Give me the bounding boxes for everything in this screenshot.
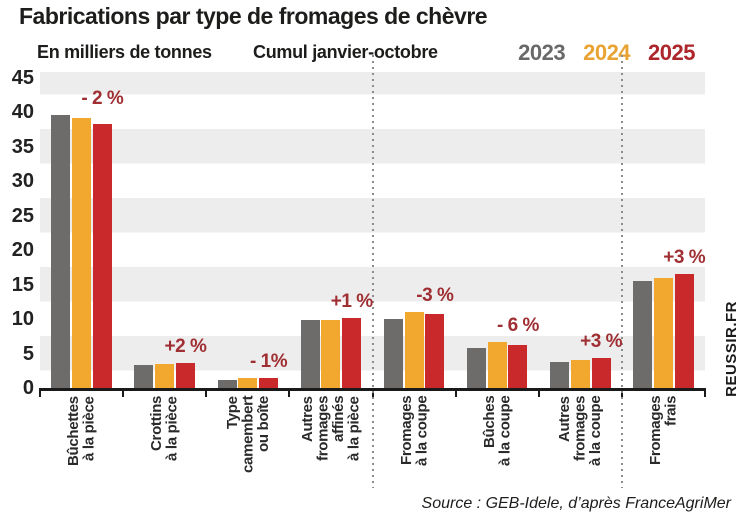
bar-2025 [175,363,195,388]
legend-year-2023: 2023 [518,40,566,65]
change-label: +1 % [330,291,373,313]
change-label: -3 % [416,285,454,307]
bar-2025 [259,378,279,388]
y-tick-label: 40 [11,101,34,123]
x-axis-tick [205,388,208,397]
category-label-text: Bûches à la coupe [480,396,514,467]
bar-2024 [570,359,590,388]
bar-2024 [404,312,424,388]
category-separator-line [620,55,623,488]
y-tick-label: 0 [22,377,34,399]
category-label-text: Crottins à la pièce [148,396,181,461]
category-label: Crottins à la pièce [123,396,206,496]
bar-2025 [342,318,362,388]
y-tick-label: 30 [11,170,34,192]
period-label: Cumul janvier-octobre [253,42,438,62]
category-label: Fromages frais [622,396,705,496]
category-label-text: Type camembert ou boîte [223,396,272,474]
y-tick-label: 10 [11,308,34,330]
x-axis-tick [537,388,540,397]
bar-2024 [72,118,92,388]
bar-2023 [550,362,570,388]
legend-year-2025: 2025 [648,40,695,65]
x-axis-tick [39,388,41,397]
x-axis-tick [288,388,291,397]
category-label-text: Bûchettes à la pièce [65,396,98,466]
category-label: Fromages à la coupe [373,396,456,496]
change-label: - 2 % [81,87,124,109]
x-axis-tick [122,388,125,397]
category-label-text: Autres fromages affinés à la pièce [298,396,363,462]
change-label: - 6 % [497,315,539,337]
bar-2024 [487,342,507,388]
change-label: - 1% [250,351,288,373]
source-credit: Source : GEB-Idele, d’après FranceAgriMe… [421,495,731,512]
bar-2023 [300,320,320,388]
change-label: +3 % [663,247,706,269]
bar-2024 [653,277,673,388]
y-tick-label: 5 [22,342,34,365]
y-tick-label: 20 [11,239,34,261]
brand-watermark: REUSSIR.FR [723,301,740,397]
bar-2023 [466,347,486,388]
bar-2025 [508,345,528,388]
bar-2023 [383,319,403,388]
legend-year-2024: 2024 [583,40,631,65]
bar-2025 [674,274,694,388]
x-axis-tick [704,388,706,397]
category-separator-line [371,55,374,488]
change-label: +3 % [580,331,622,353]
bar-2024 [155,363,175,388]
y-tick-label: 15 [11,273,34,296]
category-label: Autres fromages affinés à la pièce [289,396,372,496]
y-tick-label: 25 [11,204,34,227]
category-label-text: Fromages à la coupe [397,396,431,467]
category-label: Autres fromages à la coupe [539,396,622,496]
bar-2025 [591,358,611,388]
bar-2025 [92,123,112,388]
y-tick-label: 45 [11,66,34,89]
bar-2024 [238,378,258,388]
bar-2023 [217,380,237,388]
category-label-text: Fromages frais [646,396,680,466]
bar-2025 [425,314,445,388]
bar-2023 [134,365,154,388]
bar-2023 [633,281,653,388]
x-axis-tick [454,388,457,397]
unit-label: En milliers de tonnes [37,42,212,62]
category-label: Bûches à la coupe [456,396,539,496]
page-title: Fabrications par type de fromages de chè… [19,3,488,29]
bar-2024 [321,319,341,388]
category-label: Bûchettes à la pièce [40,396,123,496]
legend: 2023 2024 2025 [518,40,695,66]
category-label-text: Autres fromages à la coupe [556,396,605,467]
change-label: +2 % [164,336,207,358]
y-tick-label: 35 [11,135,34,158]
bar-2023 [51,114,71,388]
category-label: Type camembert ou boîte [206,396,289,496]
